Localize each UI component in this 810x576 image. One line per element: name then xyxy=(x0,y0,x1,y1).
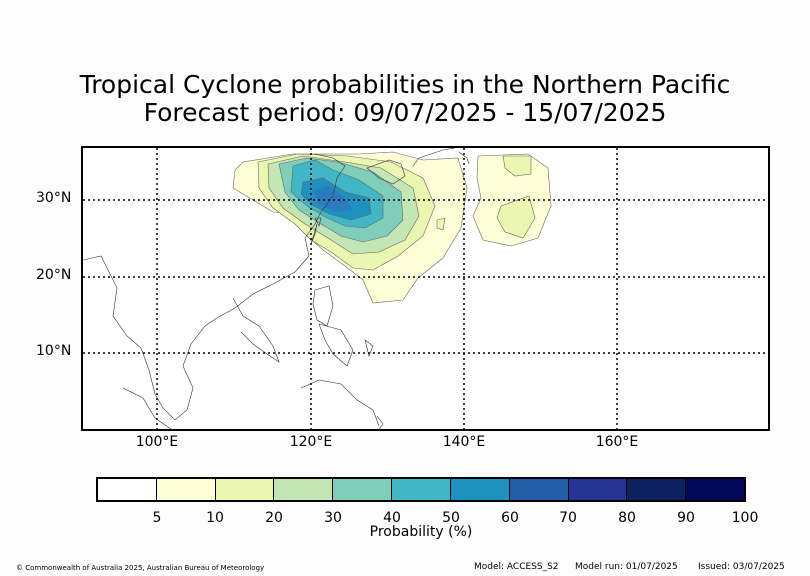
colorbar-tick: 80 xyxy=(618,510,636,526)
model-name: Model: ACCESS_S2 xyxy=(474,562,559,572)
lon-label-100e: 100°E xyxy=(135,434,179,450)
forecast-period: Forecast period: 09/07/2025 - 15/07/2025 xyxy=(143,98,667,127)
probability-colorbar xyxy=(96,477,746,502)
colorbar-swatch xyxy=(686,479,744,500)
colorbar-swatch xyxy=(392,479,451,500)
colorbar-tick: 50 xyxy=(442,510,460,526)
colorbar-tick: 30 xyxy=(324,510,342,526)
colorbar-swatch xyxy=(568,479,628,500)
lon-label-160e: 160°E xyxy=(595,434,639,450)
lat-label-10n: 10°N xyxy=(36,343,72,359)
map-canvas xyxy=(83,148,768,429)
colorbar-swatch xyxy=(156,479,216,500)
issued-date: Issued: 03/07/2025 xyxy=(698,562,785,572)
graticule xyxy=(83,148,768,429)
colorbar-tick: 5 xyxy=(152,510,162,526)
map-title: Tropical Cyclone probabilities in the No… xyxy=(79,70,731,99)
colorbar-swatch xyxy=(627,479,687,500)
lat-label-20n: 20°N xyxy=(36,267,72,283)
colorbar-tick: 10 xyxy=(206,510,224,526)
colorbar-tick: 40 xyxy=(383,510,401,526)
colorbar-swatch xyxy=(98,479,157,500)
colorbar-swatch xyxy=(333,479,393,500)
probability-contours xyxy=(232,151,552,304)
colorbar-tick: 100 xyxy=(731,510,759,526)
probability-map xyxy=(81,146,770,431)
colorbar-swatch xyxy=(509,479,569,500)
colorbar-label: Probability (%) xyxy=(369,524,473,540)
colorbar-swatch xyxy=(215,479,275,500)
model-run-date: Model run: 01/07/2025 xyxy=(575,562,678,572)
copyright-notice: © Commonwealth of Australia 2025, Austra… xyxy=(16,564,265,572)
lon-label-120e: 120°E xyxy=(289,434,333,450)
colorbar-swatch xyxy=(450,479,510,500)
colorbar-swatch xyxy=(274,479,334,500)
lon-label-140e: 140°E xyxy=(442,434,486,450)
coastlines xyxy=(83,148,470,429)
colorbar-tick: 70 xyxy=(559,510,577,526)
colorbar-tick: 90 xyxy=(677,510,695,526)
lat-label-30n: 30°N xyxy=(36,190,72,206)
colorbar-tick: 20 xyxy=(265,510,283,526)
colorbar-tick: 60 xyxy=(501,510,519,526)
